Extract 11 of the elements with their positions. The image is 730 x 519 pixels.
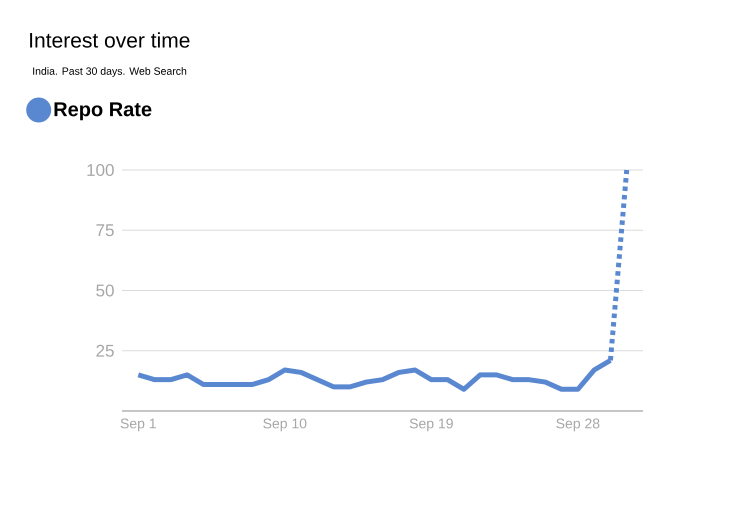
x-tick-label: Sep 19 <box>410 418 453 432</box>
chart-subtitle: India. Past 30 days. Web Search <box>33 67 186 77</box>
x-tick-label: Sep 28 <box>556 418 600 432</box>
legend-label: Repo Rate <box>54 102 152 120</box>
y-tick-label: 50 <box>96 284 114 297</box>
y-tick-label: 100 <box>87 164 114 176</box>
x-tick-label: Sep 10 <box>263 418 306 432</box>
y-tick-label: 75 <box>96 224 114 236</box>
chart-title: Interest over time <box>30 32 190 48</box>
x-tick-label: Sep 1 <box>120 418 156 432</box>
y-tick-label: 25 <box>96 344 114 357</box>
